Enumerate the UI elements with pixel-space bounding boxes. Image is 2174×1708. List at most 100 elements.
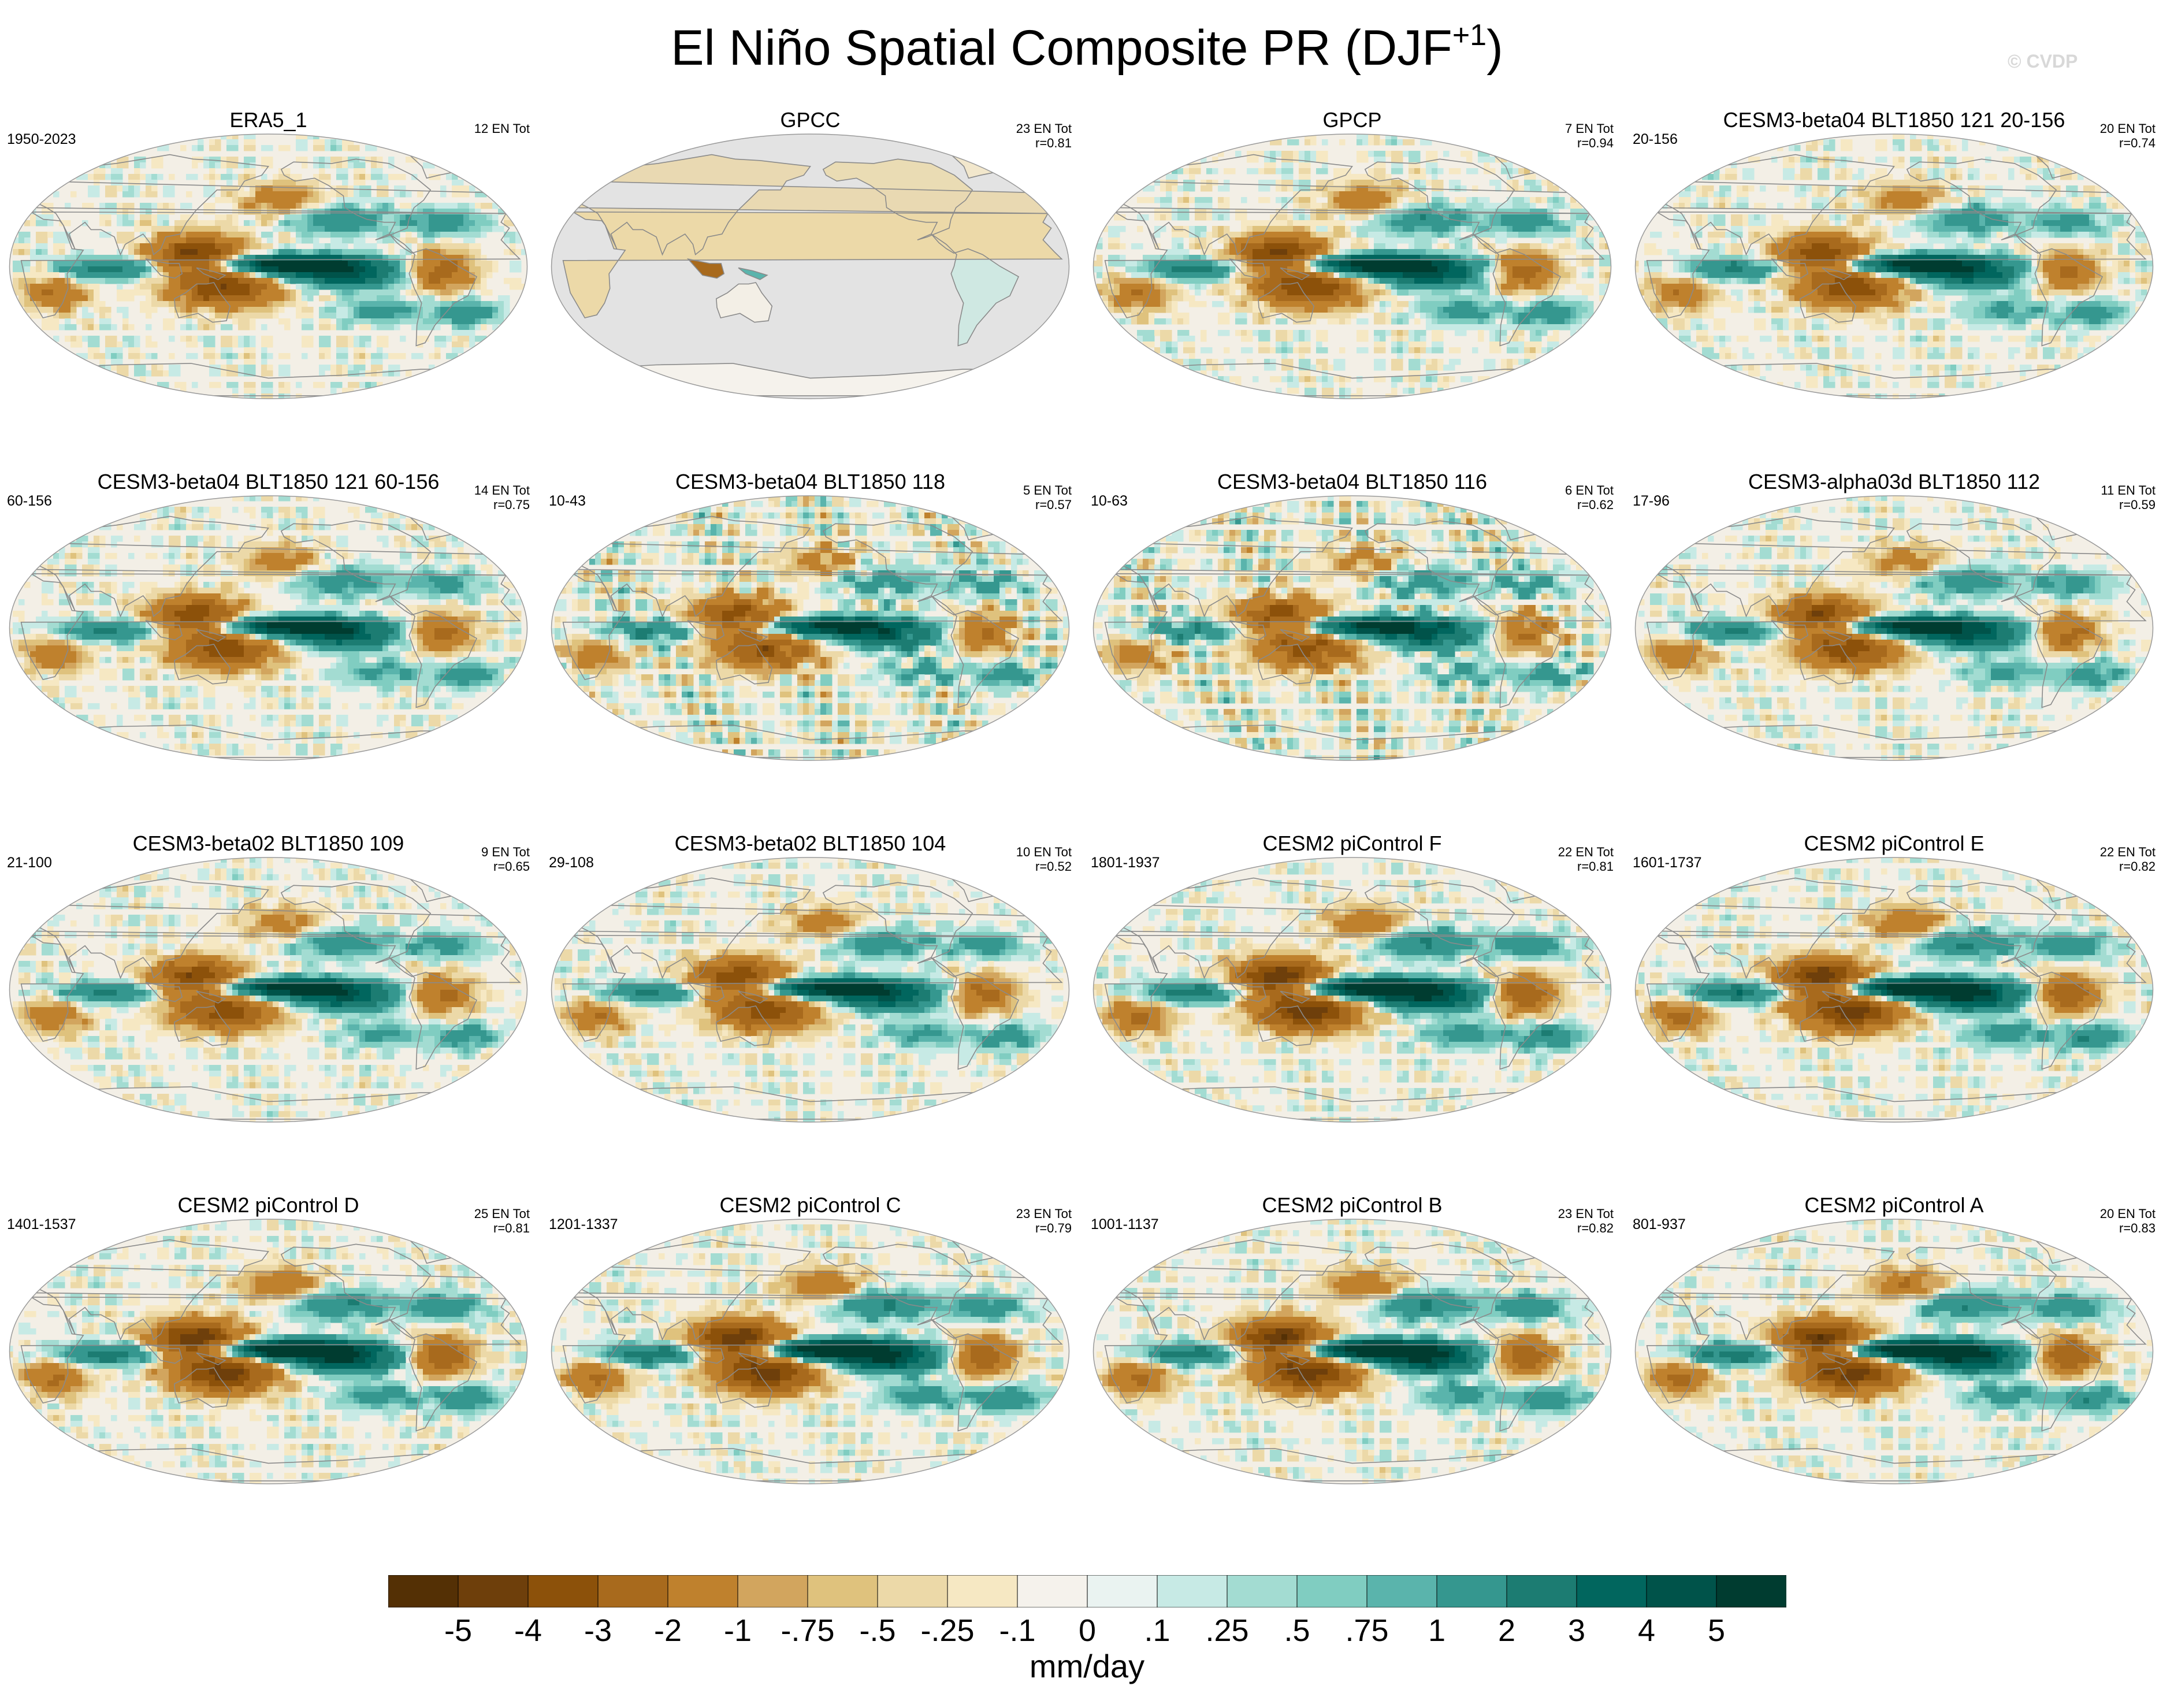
colorbar-tick-label: -.75 xyxy=(781,1613,834,1648)
panel-title: CESM2 piControl E xyxy=(1633,831,2156,856)
panel-title: CESM2 piControl D xyxy=(7,1193,530,1218)
panel-pattern-correlation: r=0.83 xyxy=(2100,1221,2156,1235)
panel-pattern-correlation: r=0.82 xyxy=(2100,859,2156,874)
panel-event-count: 7 EN Tot xyxy=(1565,121,1614,136)
panel-stats: 20 EN Tot r=0.83 xyxy=(2100,1206,2156,1235)
panel-years: 10-43 xyxy=(549,492,586,510)
colorbar-bin xyxy=(737,1575,808,1607)
map-border xyxy=(9,1219,528,1484)
panel-years: 1001-1137 xyxy=(1091,1216,1159,1233)
map-panel: GPCP 7 EN Tot r=0.94 xyxy=(1091,107,1614,463)
panel-stats: 14 EN Tot r=0.75 xyxy=(474,483,530,512)
coastlines xyxy=(560,1230,1063,1481)
colorbar-tick-label: -2 xyxy=(654,1613,682,1648)
map-plot xyxy=(1634,857,2154,1123)
panel-event-count: 20 EN Tot xyxy=(2100,121,2156,136)
map-panel: CESM3-beta02 BLT1850 109 21-100 9 EN Tot r=… xyxy=(7,831,530,1186)
map-border xyxy=(551,1219,1070,1484)
map-border xyxy=(1634,1219,2154,1484)
panel-stats: 11 EN Tot r=0.59 xyxy=(2101,483,2156,512)
colorbar-bin xyxy=(1157,1575,1228,1607)
panel-event-count: 20 EN Tot xyxy=(2100,1206,2156,1221)
panel-title: GPCC xyxy=(549,107,1072,133)
map-border xyxy=(9,133,528,399)
panel-title: CESM3-alpha03d BLT1850 112 xyxy=(1633,469,2156,495)
map-plot xyxy=(1092,133,1612,399)
coastlines xyxy=(1102,507,1605,758)
field-layer xyxy=(9,496,527,760)
field-layer xyxy=(1093,134,1611,399)
colorbar-bin xyxy=(1506,1575,1577,1607)
colorbar-tick-label: -.1 xyxy=(999,1613,1035,1648)
panel-event-count: 5 EN Tot xyxy=(1023,483,1072,497)
map-border xyxy=(1634,857,2154,1123)
map-plot xyxy=(1634,495,2154,761)
field-layer xyxy=(1093,857,1611,1122)
panel-stats: 7 EN Tot r=0.94 xyxy=(1565,121,1614,150)
panel-title: CESM2 piControl C xyxy=(549,1193,1072,1218)
panel-years: 1201-1337 xyxy=(549,1216,618,1233)
panel-years: 801-937 xyxy=(1633,1216,1686,1233)
map-plot xyxy=(9,133,528,399)
colorbar-bin xyxy=(807,1575,878,1607)
map-plot xyxy=(551,133,1070,399)
coastlines xyxy=(18,145,521,396)
map-plot xyxy=(1092,857,1612,1123)
map-panel: CESM2 piControl B 1001-1137 23 EN Tot r=0.8… xyxy=(1091,1193,1614,1548)
colorbar-tick-label: -5 xyxy=(444,1613,472,1648)
colorbar-tick-label: .1 xyxy=(1144,1613,1170,1648)
field-layer xyxy=(9,1219,527,1484)
map-border xyxy=(551,857,1070,1123)
coastlines xyxy=(1644,507,2147,758)
title-superscript: +1 xyxy=(1452,18,1487,52)
map-panel: CESM2 piControl E 1601-1737 22 EN Tot r=0.8… xyxy=(1633,831,2156,1186)
colorbar-tick-label: 0 xyxy=(1079,1613,1096,1648)
map-panel: CESM3-beta04 BLT1850 118 10-43 5 EN Tot r=0… xyxy=(549,469,1072,825)
panel-pattern-correlation: r=0.62 xyxy=(1565,497,1614,512)
map-panel: CESM2 piControl D 1401-1537 25 EN Tot r=0.8… xyxy=(7,1193,530,1548)
coastlines xyxy=(560,868,1063,1120)
colorbar-tick-label: .5 xyxy=(1284,1613,1310,1648)
map-plot xyxy=(9,857,528,1123)
field-layer xyxy=(9,857,527,1122)
panel-stats: 22 EN Tot r=0.81 xyxy=(1558,845,1614,874)
panel-title: CESM2 piControl F xyxy=(1091,831,1614,856)
colorbar-bin xyxy=(1436,1575,1507,1607)
panel-pattern-correlation: r=0.81 xyxy=(1558,859,1614,874)
panel-years: 1601-1737 xyxy=(1633,854,1702,871)
field-layer xyxy=(9,134,527,399)
panel-event-count: 23 EN Tot xyxy=(1016,1206,1072,1221)
map-border xyxy=(1092,857,1612,1123)
colorbar-tick-label: 4 xyxy=(1638,1613,1655,1648)
panel-title: CESM3-beta02 BLT1850 109 xyxy=(7,831,530,856)
map-panel: CESM3-beta02 BLT1850 104 29-108 10 EN Tot r… xyxy=(549,831,1072,1186)
panel-pattern-correlation: r=0.81 xyxy=(474,1221,530,1235)
panel-title: GPCP xyxy=(1091,107,1614,133)
map-plot xyxy=(551,495,1070,761)
coastlines xyxy=(18,1230,521,1481)
field-layer xyxy=(1093,1219,1611,1484)
colorbar-bin xyxy=(458,1575,529,1607)
coastlines xyxy=(1644,145,2147,396)
panel-event-count: 23 EN Tot xyxy=(1558,1206,1614,1221)
panel-stats: 6 EN Tot r=0.62 xyxy=(1565,483,1614,512)
panel-years: 29-108 xyxy=(549,854,594,871)
colorbar-bin xyxy=(388,1575,459,1607)
panel-pattern-correlation: r=0.65 xyxy=(481,859,530,874)
map-border xyxy=(9,495,528,761)
coastlines xyxy=(1102,1230,1605,1481)
field-layer xyxy=(551,857,1069,1122)
panel-event-count: 6 EN Tot xyxy=(1565,483,1614,497)
colorbar-tick-label: -1 xyxy=(724,1613,752,1648)
map-plot xyxy=(9,1219,528,1484)
map-panel: GPCC 23 EN Tot r=0.81 xyxy=(549,107,1072,463)
map-border xyxy=(1092,495,1612,761)
panel-years: 1950-2023 xyxy=(7,131,76,148)
panel-years: 20-156 xyxy=(1633,131,1678,148)
colorbar-bin xyxy=(1296,1575,1367,1607)
coastlines xyxy=(560,145,1063,396)
field-layer xyxy=(1635,1219,2153,1484)
colorbar-bin xyxy=(1366,1575,1437,1607)
panel-pattern-correlation: r=0.74 xyxy=(2100,136,2156,150)
colorbar-tick-label: -4 xyxy=(514,1613,542,1648)
